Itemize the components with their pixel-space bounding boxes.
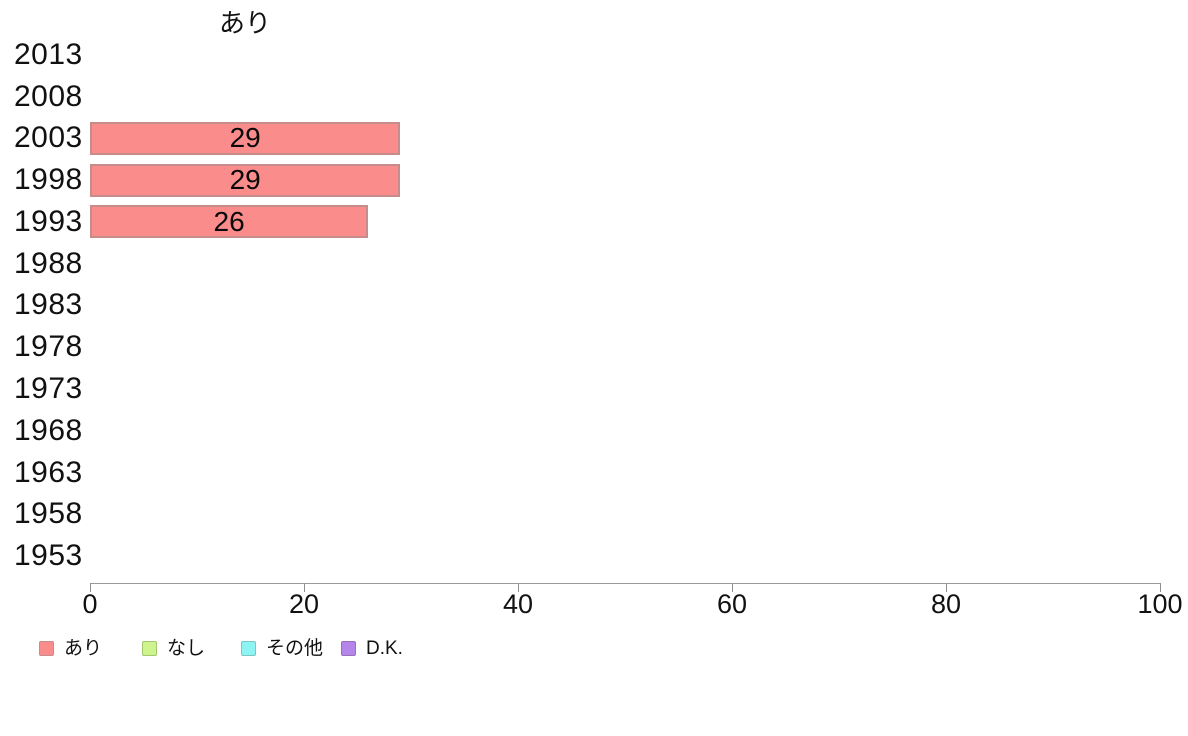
category-label: 1958 [14,497,83,531]
plot-area: 2013 2008 2003 29 1998 29 1993 26 1988 1… [0,34,1188,577]
legend-label: D.K. [366,637,403,659]
chart-row-2008: 2008 [0,76,1188,118]
chart-row-1988: 1988 [0,243,1188,285]
x-tick-mark [90,583,91,592]
legend-item-2: なし [142,637,206,659]
chart-row-1968: 1968 [0,410,1188,452]
x-tick-mark [946,583,947,592]
legend-item-1: あり [39,637,103,659]
legend-label: なし [167,637,206,659]
bar-value-label: 29 [229,164,261,196]
category-label: 2008 [14,79,83,113]
chart-row-1973: 1973 [0,368,1188,410]
legend-label: その他 [266,637,324,659]
x-tick-mark [732,583,733,592]
chart-row-2013: 2013 [0,34,1188,76]
legend-color-chip-icon [39,640,54,656]
bar-value-label: 26 [213,205,245,237]
legend-label: あり [64,637,103,659]
x-tick-label: 20 [288,589,320,619]
x-tick-label: 0 [82,589,98,619]
x-tick-label: 40 [502,589,534,619]
x-tick-mark [304,583,305,592]
legend-item-3: その他 [241,637,324,659]
bar-value-label: 29 [229,122,261,154]
legend-item-4: D.K. [341,637,403,659]
legend-color-chip-icon [142,640,157,656]
chart-row-1958: 1958 [0,493,1188,535]
x-tick-label: 100 [1137,589,1183,619]
chart-row-2003: 2003 29 [0,118,1188,160]
category-label: 1988 [14,246,83,280]
chart-title: あり [218,8,272,38]
chart-row-1978: 1978 [0,326,1188,368]
x-tick-mark [1160,583,1161,592]
x-tick-label: 60 [716,589,748,619]
bar-1998: 29 [90,163,401,197]
chart-row-1983: 1983 [0,285,1188,327]
legend-color-chip-icon [341,640,356,656]
chart-row-1963: 1963 [0,452,1188,494]
x-axis-line [90,583,1160,584]
category-label: 1953 [14,539,83,573]
category-label: 1978 [14,330,83,364]
category-label: 1983 [14,288,83,322]
legend-color-chip-icon [241,640,256,656]
category-label: 1998 [14,163,83,197]
chart-row-1998: 1998 29 [0,159,1188,201]
category-label: 1993 [14,204,83,238]
category-label: 1968 [14,413,83,447]
category-label: 1973 [14,372,83,406]
bar-1993: 26 [90,205,369,239]
chart-row-1993: 1993 26 [0,201,1188,243]
chart-row-1953: 1953 [0,535,1188,577]
bar-2003: 29 [90,121,401,155]
category-label: 2013 [14,37,83,71]
x-tick-mark [518,583,519,592]
x-tick-label: 80 [930,589,962,619]
category-label: 2003 [14,121,83,155]
category-label: 1963 [14,455,83,489]
